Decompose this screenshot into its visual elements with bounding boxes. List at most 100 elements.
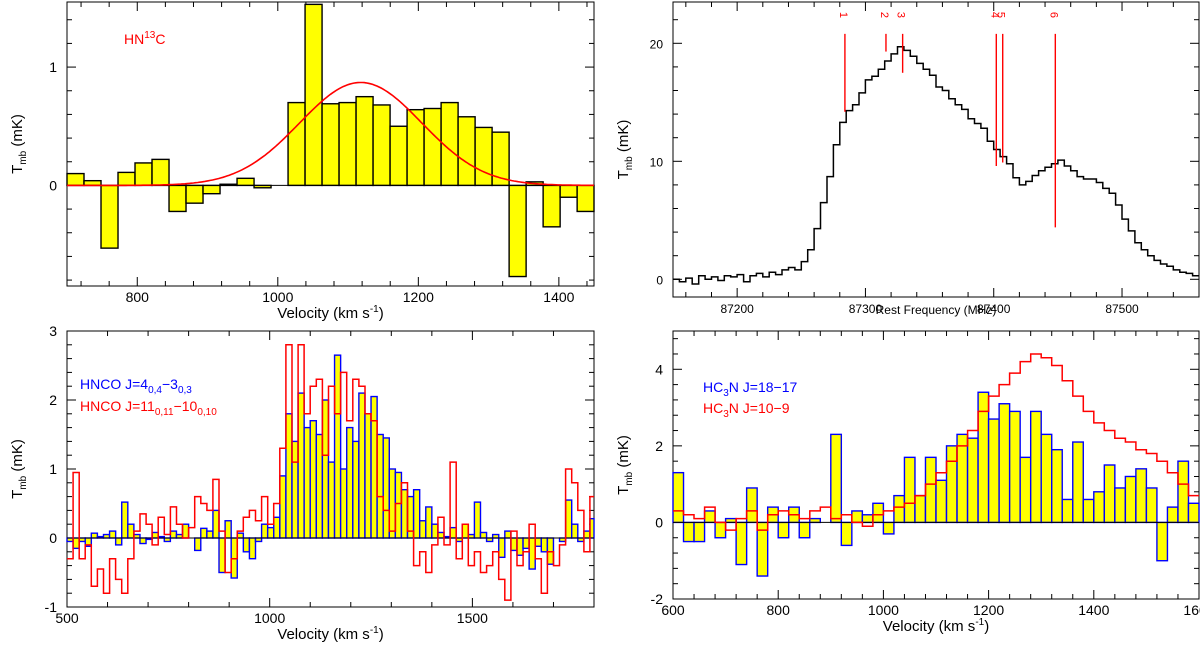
legend-mid: −3 [162,376,178,392]
histogram-bar [139,537,147,545]
y-tick-label: -1 [45,599,58,615]
histogram-bar [703,510,716,524]
histogram-bar [309,420,318,539]
histogram-bar [1166,506,1179,524]
molecule-label-sup: 13 [144,30,156,41]
histogram-bar [1124,475,1137,524]
x-tick-label: 1000 [868,602,899,618]
y-axis-label: Tmb (mK) [9,439,29,499]
legend-text: HNCO J=4 [80,376,148,392]
histogram-bar [693,521,706,543]
overlay-spectrum [67,344,594,601]
histogram-bar [102,533,111,539]
histogram-bar [431,523,439,539]
histogram-bar [355,95,374,187]
histogram-bar [455,537,463,543]
histogram-bar [169,530,178,539]
x-axis-label: Rest Frequency (MHz) [876,303,997,317]
histogram-bar [321,103,340,187]
spectrum-line [673,46,1199,285]
histogram-bar [66,172,85,187]
transition-marker-label: 3 [895,12,907,18]
histogram-bar [1019,456,1032,524]
x-tick-label: 1500 [457,610,488,626]
histogram-bar [400,489,409,539]
histogram-bar [327,461,336,539]
y-axis-label-unit: (mK) [615,120,632,157]
legend-entry: HC3N J=10−9 [703,400,790,420]
histogram-bar [1093,491,1106,524]
histogram-bar [540,537,549,553]
y-axis-label-sub: mb [18,150,29,164]
histogram-bar [133,533,141,539]
x-tick-label: 1400 [543,289,574,305]
histogram-bar [266,526,275,539]
legend-entry: HNCO J=110,11−100,10 [80,398,217,418]
histogram-bar [522,537,530,550]
histogram-bar [872,502,885,524]
histogram-bar [682,521,695,543]
legend-sub2: 0,10 [197,407,217,418]
histogram-bar [303,426,311,539]
histogram-bar [577,537,585,543]
x-axis-label-sup: -1 [975,617,984,628]
histogram-bar [206,530,214,539]
histogram-bar [1051,448,1063,524]
histogram-bar [151,531,159,539]
x-tick-label: 87300 [849,302,883,316]
histogram-bar [279,475,287,539]
x-tick-label: 1000 [262,289,293,305]
y-axis-label-T: T [9,490,26,499]
legend-tail: N J=18−17 [729,379,798,395]
x-axis-label: Velocity (km s-1) [277,304,383,322]
histogram-bar [576,184,595,213]
histogram-bar [117,171,136,187]
histogram-bar [724,517,737,524]
histogram-bar [1029,410,1042,524]
y-tick-label: 3 [49,323,57,339]
histogram-bar [1072,441,1084,524]
histogram-bar [90,532,99,539]
histogram-bar [987,418,1000,524]
histogram-bar [510,537,518,552]
histogram-bar [945,445,958,524]
x-tick-label: 87500 [1105,302,1139,316]
histogram-bar [1114,487,1127,524]
x-axis-label: Velocity (km s-1) [883,617,989,635]
x-tick-label: 1000 [254,610,285,626]
histogram-bar [297,392,305,539]
histogram-bar [151,158,170,187]
y-axis-label-sub: mb [18,475,29,489]
histogram-bar [583,530,591,539]
y-axis-label: Tmb (mK) [615,120,635,180]
x-axis-label-text: Velocity (km s [277,626,370,643]
transition-marker-label: 2 [878,12,890,18]
histogram-bar [467,533,476,539]
x-axis-label-close: ) [379,305,384,322]
histogram-bar [1082,498,1095,524]
histogram-bar [389,125,408,187]
histogram-bar [412,489,421,539]
histogram-bar [935,479,948,524]
histogram-bar [851,510,864,524]
histogram-bar [339,468,348,539]
y-axis-label: Tmb (mK) [615,435,635,495]
histogram-bar [236,177,255,187]
x-axis-label-close: ) [379,626,384,643]
x-tick-label: 500 [55,610,79,626]
histogram-bar [998,403,1011,524]
histogram-bar [168,184,187,213]
histogram-bar [745,487,758,524]
legend-sub: 0,4 [148,385,162,396]
histogram-bar [285,413,293,539]
x-tick-label: 87400 [977,302,1011,316]
transition-marker-label: 1 [837,12,849,18]
histogram-bar [418,520,427,539]
y-tick-label: 2 [49,392,57,408]
histogram-bar [127,523,135,539]
y-axis-label: Tmb (mK) [9,114,29,174]
legend-text: HC [703,379,723,395]
axes-top-right: 87200 87300 87400 87500 0 10 20 Rest Frequency … [615,1,1200,317]
x-tick-label: 800 [126,289,150,305]
